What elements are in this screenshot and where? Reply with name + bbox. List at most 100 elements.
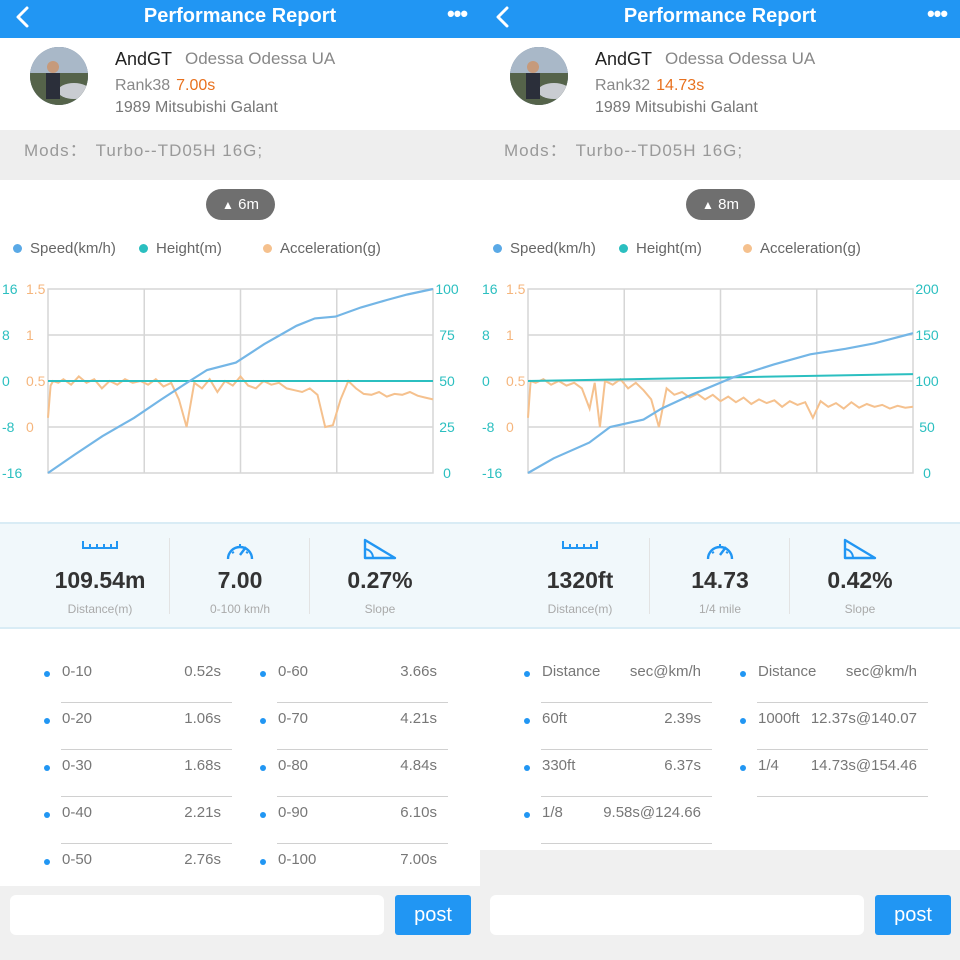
legend-speed[interactable]: Speed(km/h) — [13, 240, 116, 257]
row-divider — [61, 796, 232, 797]
comment-bar: post — [0, 886, 480, 960]
slope-icon — [363, 538, 397, 560]
split-value: 12.37s@140.07 — [810, 710, 917, 727]
rank-line: Rank38 7.00s — [115, 77, 215, 95]
height-axis-tick: 16 — [482, 281, 498, 297]
avatar[interactable] — [30, 47, 88, 105]
height-chip[interactable]: ▲ 6m — [206, 189, 275, 220]
stat-slope-label: Slope — [844, 602, 876, 616]
split-label: Distance — [542, 663, 601, 680]
username[interactable]: AndGT — [115, 49, 173, 69]
stat-time: 7.00 0-100 km/h — [170, 524, 310, 629]
row-divider — [61, 749, 232, 750]
post-button[interactable]: post — [395, 895, 471, 935]
rank-time: 14.73s — [656, 77, 705, 94]
mods-bar: Mods： Turbo--TD05H 16G; — [0, 130, 480, 180]
speed-series-line — [47, 287, 434, 474]
performance-chart[interactable]: 16 8 0 -8 -16 1.5 1 0.5 0 100 75 50 25 0 — [0, 272, 480, 484]
speed-axis-tick: 150 — [915, 327, 939, 343]
height-axis-tick: 8 — [482, 327, 490, 343]
comment-bar: post — [480, 886, 960, 960]
avatar-photo-icon — [30, 47, 88, 105]
mountain-icon: ▲ — [702, 198, 714, 212]
back-button[interactable] — [490, 4, 518, 32]
report-panel-left: Performance Report ••• AndGT Odessa Odes… — [0, 0, 480, 960]
stat-divider — [169, 538, 170, 614]
stat-time-label: 1/4 mile — [698, 602, 742, 616]
app-header: Performance Report ••• — [0, 0, 480, 38]
post-button[interactable]: post — [875, 895, 951, 935]
comment-input[interactable] — [490, 895, 864, 935]
username[interactable]: AndGT — [595, 49, 653, 69]
legend-acceleration[interactable]: Acceleration(g) — [743, 240, 861, 257]
back-button[interactable] — [10, 4, 38, 32]
split-row: 1000ft 12.37s@140.07 — [740, 710, 928, 750]
legend-dot-speed — [493, 244, 502, 253]
split-value: 6.37s — [664, 757, 701, 774]
bullet-icon — [260, 859, 266, 865]
user-profile: AndGT Odessa Odessa UA Rank38 7.00s 1989 … — [0, 38, 480, 130]
split-label: 0-10 — [62, 663, 93, 680]
mods-value: Turbo--TD05H 16G; — [95, 141, 264, 160]
height-series-line — [527, 373, 914, 382]
bullet-icon — [44, 671, 50, 677]
legend-height[interactable]: Height(m) — [619, 240, 702, 257]
avatar[interactable] — [510, 47, 568, 105]
height-chip[interactable]: ▲ 8m — [686, 189, 755, 220]
row-divider — [277, 702, 448, 703]
split-label: 1/8 — [542, 804, 563, 821]
height-chip-value: 8m — [718, 196, 739, 213]
stat-slope: 0.42% Slope — [790, 524, 930, 629]
split-label: 1000ft — [758, 710, 800, 727]
row-divider — [277, 843, 448, 844]
split-label: 60ft — [542, 710, 568, 727]
legend-speed[interactable]: Speed(km/h) — [493, 240, 596, 257]
split-label: 0-80 — [278, 757, 309, 774]
car-model: 1989 Mitsubishi Galant — [115, 99, 278, 116]
more-menu-button[interactable]: ••• — [442, 2, 472, 30]
mods-label: Mods： — [504, 141, 568, 160]
rank-label: Rank38 — [115, 77, 171, 94]
accel-axis-tick: 1 — [26, 327, 34, 343]
more-menu-button[interactable]: ••• — [922, 2, 952, 30]
ruler-icon — [82, 541, 118, 549]
split-label: 330ft — [542, 757, 576, 774]
split-value: 2.21s — [184, 804, 221, 821]
split-row: 0-20 1.06s — [44, 710, 232, 750]
stat-distance: 1320ft Distance(m) — [510, 524, 650, 629]
legend-height[interactable]: Height(m) — [139, 240, 222, 257]
ruler-icon — [562, 541, 598, 549]
height-chip-value: 6m — [238, 196, 259, 213]
stat-time-value: 14.73 — [691, 567, 749, 593]
split-value: 14.73s@154.46 — [810, 757, 917, 774]
speed-axis-tick: 75 — [439, 327, 455, 343]
page-title: Performance Report — [143, 5, 337, 27]
bullet-icon — [740, 765, 746, 771]
bullet-icon — [260, 812, 266, 818]
stat-distance-value: 109.54m — [54, 567, 146, 593]
stat-divider — [789, 538, 790, 614]
split-value: 1.68s — [184, 757, 221, 774]
stat-divider — [309, 538, 310, 614]
split-value: sec@km/h — [845, 663, 917, 680]
row-divider — [277, 796, 448, 797]
speed-series-line — [527, 332, 914, 474]
split-row: 0-90 6.10s — [260, 804, 448, 844]
accel-axis-tick: 0.5 — [506, 373, 526, 389]
bullet-icon — [524, 812, 530, 818]
split-row: 60ft 2.39s — [524, 710, 712, 750]
performance-chart[interactable]: 16 8 0 -8 -16 1.5 1 0.5 0 200 150 100 50 0 — [480, 272, 960, 484]
stat-time-label: 0-100 km/h — [209, 602, 271, 616]
speed-axis-tick: 200 — [915, 281, 939, 297]
bullet-icon — [44, 859, 50, 865]
split-value: 2.39s — [664, 710, 701, 727]
bullet-icon — [260, 718, 266, 724]
legend-dot-acceleration — [263, 244, 272, 253]
legend-acceleration[interactable]: Acceleration(g) — [263, 240, 381, 257]
split-label: 0-50 — [62, 851, 93, 868]
split-row: 0-30 1.68s — [44, 757, 232, 797]
bullet-icon — [524, 718, 530, 724]
row-divider — [277, 749, 448, 750]
row-divider — [541, 796, 712, 797]
comment-input[interactable] — [10, 895, 384, 935]
